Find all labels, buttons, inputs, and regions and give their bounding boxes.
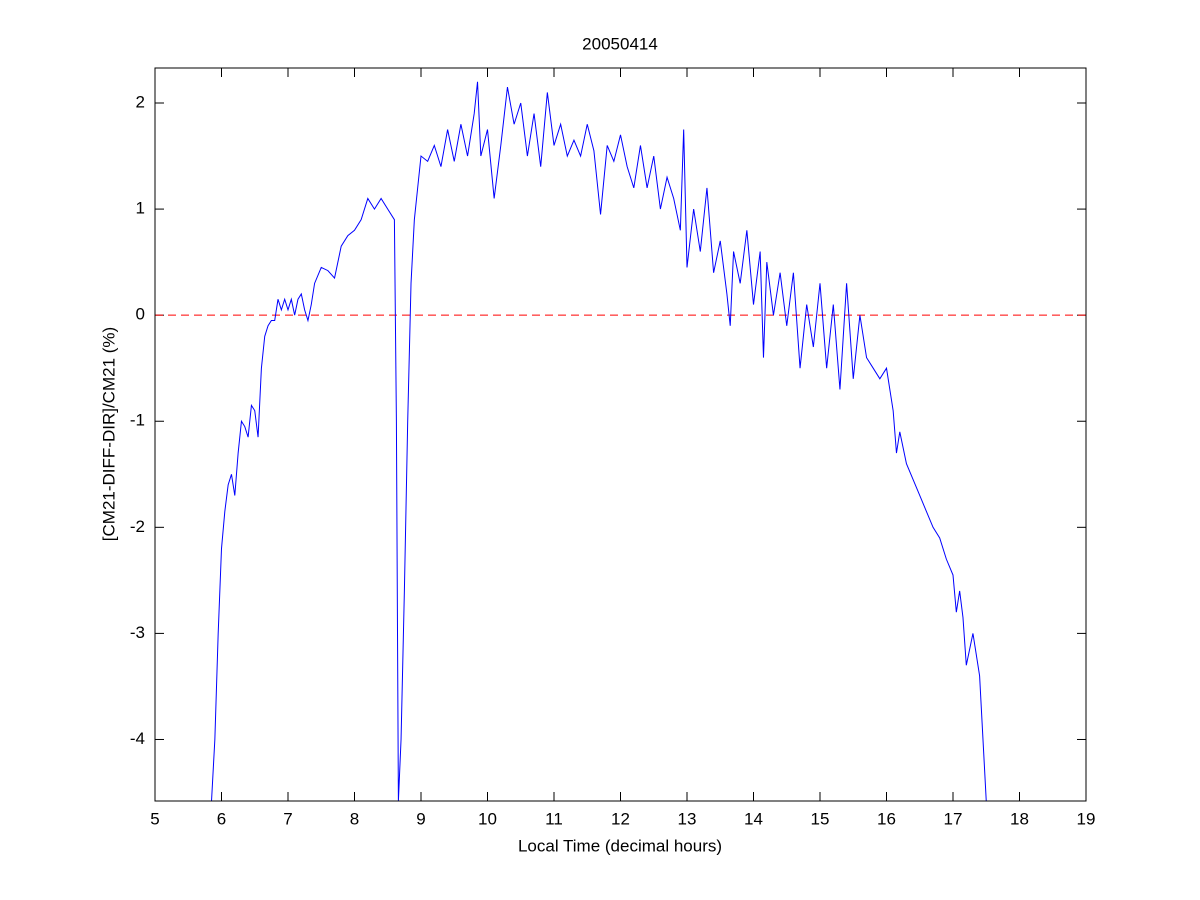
- x-tick-label: 16: [877, 809, 896, 828]
- y-tick-label: 1: [136, 199, 145, 218]
- y-tick-label: 2: [136, 92, 145, 111]
- x-tick-label: 10: [478, 809, 497, 828]
- chart-title: 20050414: [582, 34, 658, 53]
- y-tick-label: 0: [136, 305, 145, 324]
- x-tick-label: 17: [944, 809, 963, 828]
- y-axis-label: [CM21-DIFF-DIR]/CM21 (%): [99, 327, 118, 541]
- x-tick-label: 18: [1010, 809, 1029, 828]
- x-tick-label: 6: [217, 809, 226, 828]
- x-tick-label: 7: [283, 809, 292, 828]
- x-tick-label: 19: [1077, 809, 1096, 828]
- x-tick-label: 5: [150, 809, 159, 828]
- x-tick-label: 9: [416, 809, 425, 828]
- x-tick-label: 12: [611, 809, 630, 828]
- x-axis-label: Local Time (decimal hours): [518, 836, 722, 855]
- x-tick-label: 13: [678, 809, 697, 828]
- x-tick-label: 15: [811, 809, 830, 828]
- x-tick-label: 8: [350, 809, 359, 828]
- y-tick-label: -4: [130, 729, 145, 748]
- plot-frame: [154, 67, 1087, 802]
- y-tick-label: -3: [130, 623, 145, 642]
- data-line: [211, 81, 987, 801]
- y-tick-label: -1: [130, 411, 145, 430]
- x-tick-label: 14: [744, 809, 763, 828]
- x-tick-label: 11: [545, 809, 563, 828]
- y-tick-label: -2: [130, 517, 145, 536]
